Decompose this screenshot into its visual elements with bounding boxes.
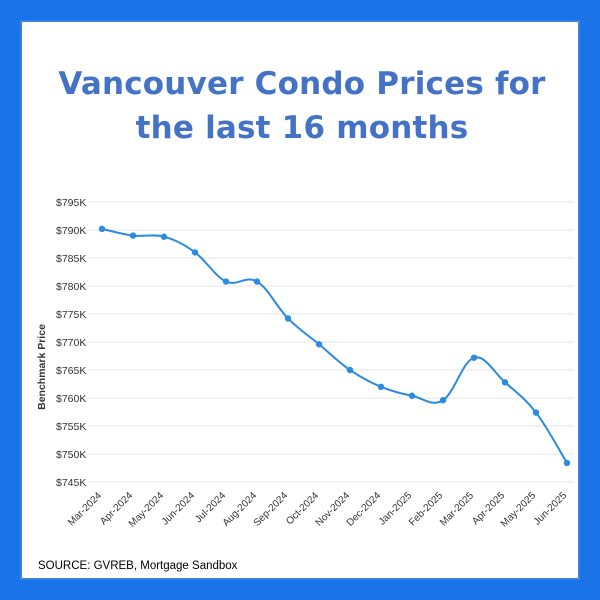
- data-point: [315, 341, 323, 348]
- y-tick-label: $745K: [56, 477, 86, 489]
- y-tick-label: $765K: [56, 365, 86, 377]
- chart-title-line-2: the last 16 months: [135, 110, 469, 146]
- data-point: [129, 232, 137, 239]
- data-point: [439, 397, 447, 404]
- chart-title-line-1: Vancouver Condo Prices for: [58, 66, 546, 102]
- x-tick-label: Sep-2024: [252, 490, 291, 529]
- data-point: [284, 315, 292, 322]
- data-points: [98, 225, 571, 467]
- x-tick-label: Mar-2024: [66, 490, 104, 528]
- y-tick-label: $775K: [56, 309, 86, 321]
- line-chart: $745K $750K $755K $760K $765K $770K $775K $780K…: [36, 197, 574, 530]
- data-point: [253, 278, 261, 285]
- y-tick-label: $755K: [56, 421, 86, 433]
- data-point: [470, 354, 478, 361]
- y-tick-label: $780K: [56, 281, 86, 293]
- y-axis-label: Benchmark Price: [36, 324, 48, 410]
- data-point: [222, 278, 230, 285]
- data-point: [160, 233, 168, 240]
- data-point: [408, 392, 416, 399]
- data-point: [346, 366, 354, 374]
- y-tick-label: $770K: [56, 337, 86, 349]
- data-point: [191, 249, 199, 256]
- data-point: [532, 409, 540, 416]
- y-tick-label: $750K: [56, 449, 86, 461]
- data-point: [98, 225, 106, 233]
- x-tick-label: Jun-2024: [160, 490, 198, 528]
- chart-panel: Vancouver Condo Prices for the last 16 m…: [20, 20, 580, 580]
- y-axis-tick-labels: $745K $750K $755K $760K $765K $770K $775K $780K…: [56, 197, 86, 489]
- x-axis-tick-labels: Mar-2024Apr-2024May-2024Jun-2024Jul-2024…: [66, 490, 569, 530]
- x-tick-label: Dec-2024: [345, 490, 384, 529]
- source-note: SOURCE: GVREB, Mortgage Sandbox: [38, 560, 238, 572]
- y-tick-label: $785K: [56, 253, 86, 265]
- y-tick-label: $795K: [56, 197, 86, 209]
- y-tick-label: $790K: [56, 225, 86, 237]
- grid-lines: [88, 201, 574, 483]
- chart-title: Vancouver Condo Prices for the last 16 m…: [22, 62, 582, 150]
- data-point: [563, 459, 571, 467]
- data-point: [377, 383, 385, 390]
- x-tick-label: Mar-2025: [438, 490, 476, 528]
- series-line: [101, 227, 568, 464]
- y-tick-label: $760K: [56, 393, 86, 405]
- data-point: [501, 379, 509, 386]
- x-tick-label: Jun-2025: [532, 490, 570, 528]
